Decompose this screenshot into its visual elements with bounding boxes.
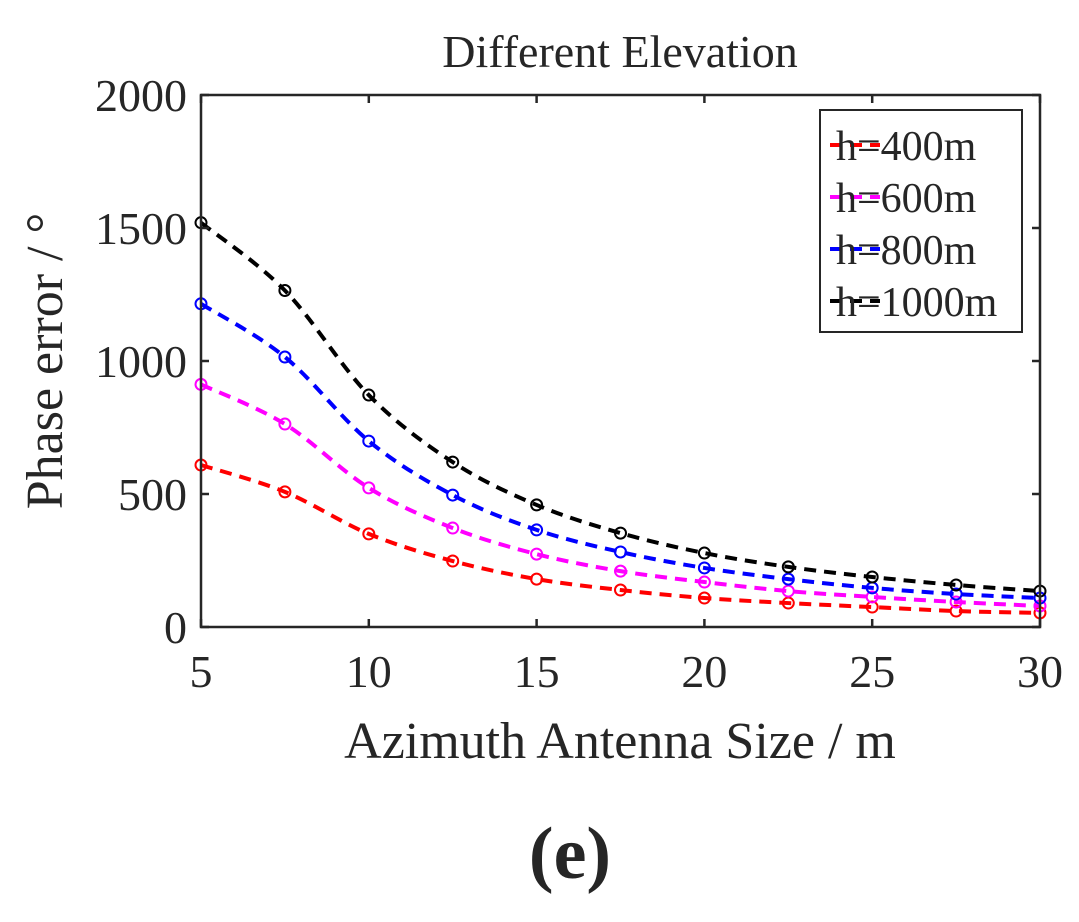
data-point bbox=[530, 547, 544, 561]
data-point bbox=[278, 350, 292, 364]
data-point bbox=[530, 523, 544, 537]
data-point bbox=[865, 590, 879, 604]
data-point bbox=[697, 546, 711, 560]
legend-label: h=400m bbox=[836, 124, 977, 170]
y-tick-label: 1500 bbox=[95, 203, 187, 254]
data-point bbox=[781, 572, 795, 586]
data-point bbox=[278, 284, 292, 298]
data-point bbox=[362, 434, 376, 448]
y-tick-label: 500 bbox=[118, 469, 187, 520]
data-point bbox=[446, 488, 460, 502]
data-point bbox=[446, 554, 460, 568]
data-point bbox=[614, 583, 627, 597]
data-point bbox=[781, 560, 795, 574]
data-point bbox=[949, 604, 963, 618]
y-tick-label: 1000 bbox=[95, 336, 187, 387]
y-axis-label: Phase error / ° bbox=[17, 213, 74, 510]
x-tick-label: 10 bbox=[346, 646, 392, 697]
data-point bbox=[614, 564, 627, 578]
x-axis-label: Azimuth Antenna Size / m bbox=[344, 713, 896, 770]
data-point bbox=[614, 526, 627, 540]
plot-area: 5 10 15 20 25 300500100015002000h=400mh=600mh… bbox=[95, 70, 1063, 697]
series-line-1 bbox=[200, 382, 1041, 608]
series-line-0 bbox=[200, 463, 1041, 615]
data-point bbox=[530, 572, 544, 586]
y-tick-label: 0 bbox=[164, 602, 187, 653]
series-line-3 bbox=[199, 221, 1041, 594]
data-point bbox=[865, 570, 879, 584]
data-point bbox=[697, 561, 711, 575]
data-point bbox=[362, 481, 376, 495]
x-tick-label: 20 bbox=[681, 646, 727, 697]
chart-title: Different Elevation bbox=[442, 26, 798, 77]
data-point bbox=[530, 498, 544, 512]
series-line-2 bbox=[199, 302, 1041, 601]
x-tick-label: 30 bbox=[1017, 646, 1063, 697]
y-tick-label: 2000 bbox=[95, 70, 187, 121]
data-point bbox=[697, 591, 711, 605]
data-point bbox=[446, 455, 460, 469]
data-point bbox=[362, 527, 376, 541]
x-tick-label: 15 bbox=[514, 646, 560, 697]
legend-label: h=600m bbox=[836, 176, 977, 222]
x-tick-label: 25 bbox=[849, 646, 895, 697]
data-point bbox=[949, 578, 963, 592]
data-point bbox=[278, 485, 292, 499]
data-point bbox=[362, 388, 376, 402]
legend: h=400m h=600m h=800m h=1000m bbox=[819, 109, 1023, 333]
legend-label: h=1000m bbox=[836, 280, 998, 326]
data-point bbox=[278, 417, 292, 431]
data-point bbox=[446, 521, 460, 535]
data-point bbox=[949, 587, 963, 601]
legend-label: h=800m bbox=[836, 228, 977, 274]
x-tick-label: 5 bbox=[190, 646, 213, 697]
data-point bbox=[614, 545, 627, 559]
data-point bbox=[949, 595, 963, 609]
data-point bbox=[697, 575, 711, 589]
figure-caption: (e) bbox=[529, 813, 611, 895]
